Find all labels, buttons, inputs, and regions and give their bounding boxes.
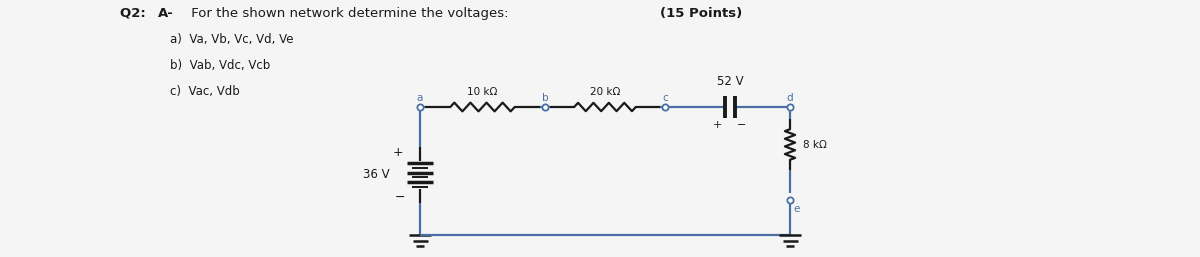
Text: e: e — [794, 204, 800, 214]
Text: a)  Va, Vb, Vc, Vd, Ve: a) Va, Vb, Vc, Vd, Ve — [170, 33, 294, 46]
Text: a: a — [416, 93, 424, 103]
Text: A-: A- — [158, 7, 174, 20]
Text: 52 V: 52 V — [716, 75, 743, 88]
Text: 8 kΩ: 8 kΩ — [803, 140, 827, 150]
Text: Q2:: Q2: — [120, 7, 150, 20]
Text: −: − — [395, 191, 406, 204]
Text: b: b — [541, 93, 548, 103]
Text: b)  Vab, Vdc, Vcb: b) Vab, Vdc, Vcb — [170, 59, 270, 72]
Text: c)  Vac, Vdb: c) Vac, Vdb — [170, 85, 240, 98]
Text: For the shown network determine the voltages:: For the shown network determine the volt… — [187, 7, 512, 20]
Text: −: − — [737, 120, 746, 130]
Text: 10 kΩ: 10 kΩ — [467, 87, 498, 97]
Text: +: + — [392, 146, 403, 159]
Text: +: + — [713, 120, 721, 130]
Text: c: c — [662, 93, 668, 103]
Text: 36 V: 36 V — [364, 169, 390, 181]
Text: (15 Points): (15 Points) — [660, 7, 743, 20]
Text: 20 kΩ: 20 kΩ — [590, 87, 620, 97]
Text: d: d — [787, 93, 793, 103]
